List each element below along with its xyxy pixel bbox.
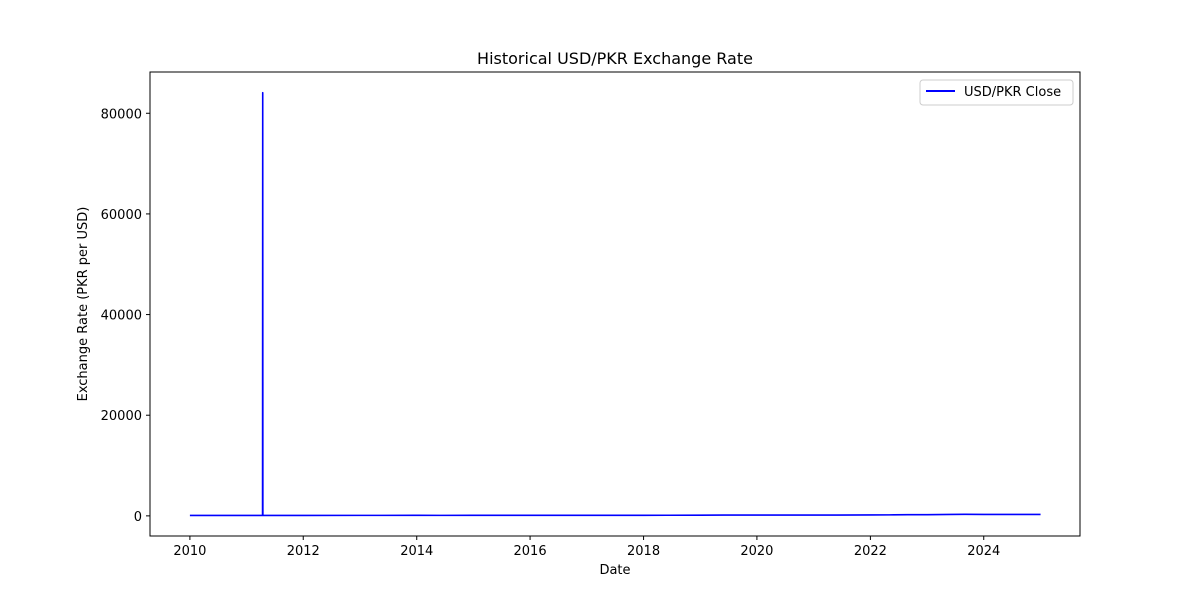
y-tick-label: 20000 xyxy=(101,409,142,424)
x-tick-label: 2024 xyxy=(967,544,1000,559)
x-tick-label: 2012 xyxy=(287,544,320,559)
plot-frame xyxy=(149,71,1081,537)
y-axis: 0 20000 40000 60000 80000 xyxy=(101,107,150,525)
x-tick-label: 2022 xyxy=(854,544,887,559)
plot-area xyxy=(189,91,1041,517)
chart-title: Historical USD/PKR Exchange Rate xyxy=(477,49,753,68)
legend: USD/PKR Close xyxy=(919,79,1074,106)
x-tick-label: 2020 xyxy=(740,544,773,559)
x-axis: 2010 2012 2014 2016 2018 2020 2022 2024 xyxy=(173,536,1000,559)
x-tick-label: 2018 xyxy=(627,544,660,559)
y-tick-label: 0 xyxy=(134,510,142,525)
x-tick-label: 2010 xyxy=(173,544,206,559)
y-tick-label: 60000 xyxy=(101,208,142,223)
y-tick-label: 80000 xyxy=(101,107,142,122)
x-axis-label: Date xyxy=(599,563,630,578)
x-tick-label: 2016 xyxy=(514,544,547,559)
y-axis-label: Exchange Rate (PKR per USD) xyxy=(76,207,91,402)
series-line-usd-pkr-close xyxy=(189,91,1041,517)
y-tick-label: 40000 xyxy=(101,309,142,324)
legend-box xyxy=(919,79,1074,106)
x-tick-label: 2014 xyxy=(400,544,433,559)
legend-label: USD/PKR Close xyxy=(964,85,1061,100)
